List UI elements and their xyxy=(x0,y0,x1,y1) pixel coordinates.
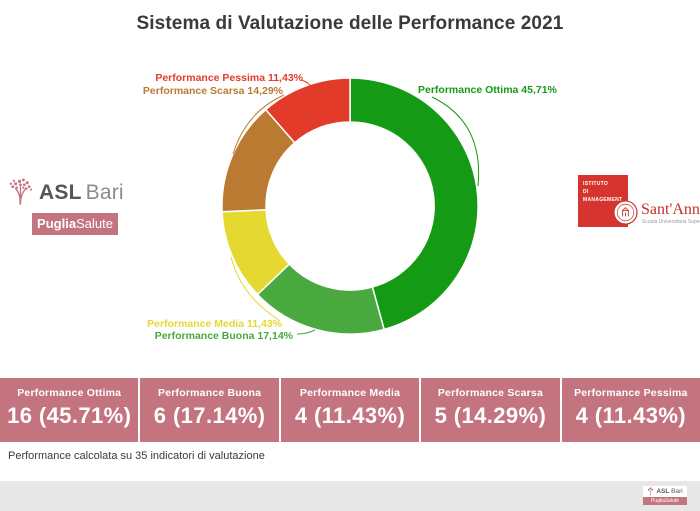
stat-label: Performance Buona xyxy=(158,387,262,399)
stat-label: Performance Ottima xyxy=(17,387,122,399)
stat-value: 5 (14.29%) xyxy=(434,403,547,428)
footer-note: Performance calcolata su 35 indicatori d… xyxy=(8,450,265,462)
footer-asl-bari-logo: ASL Bari PugliaSalute xyxy=(643,486,687,505)
stat-card-media: Performance Media 4 (11.43%) xyxy=(280,378,420,442)
callout-performance-buona: Performance Buona 17,14% xyxy=(154,330,293,342)
bottom-strip: ASL Bari PugliaSalute xyxy=(0,481,700,511)
olive-tree-icon xyxy=(8,176,33,210)
mini-asl-wordmark: ASL Bari xyxy=(656,488,683,495)
callout-performance-ottima: Performance Ottima 45,71% xyxy=(418,84,557,96)
stat-card-scarsa: Performance Scarsa 5 (14.29%) xyxy=(421,378,560,442)
stat-card-buona: Performance Buona 6 (17.14%) xyxy=(140,378,279,442)
stat-label: Performance Pessima xyxy=(574,387,688,399)
stat-value: 4 (11.43%) xyxy=(294,403,406,428)
stat-card-ottima: Performance Ottima 16 (45.71%) xyxy=(0,378,139,442)
donut-slice-performance-pessima[interactable] xyxy=(264,77,351,144)
puglia-salute-banner: PugliaSalute xyxy=(32,213,118,235)
callout-leader-line xyxy=(230,256,280,321)
donut-slice-performance-ottima[interactable] xyxy=(349,77,479,331)
stat-value: 4 (11.43%) xyxy=(575,403,687,428)
asl-bari-wordmark: ASL Bari xyxy=(39,181,124,204)
callout-performance-scarsa: Performance Scarsa 14,29% xyxy=(142,85,283,97)
page-title: Sistema di Valutazione delle Performance… xyxy=(136,13,564,34)
mini-puglia-salute-banner: PugliaSalute xyxy=(643,497,687,505)
mini-olive-tree-icon xyxy=(647,486,654,497)
stat-value: 16 (45.71%) xyxy=(7,403,132,428)
santanna-seal-icon xyxy=(613,200,638,230)
stat-value: 6 (17.14%) xyxy=(153,403,266,428)
santanna-wordmark: Sant'Anna xyxy=(641,201,700,218)
stat-label: Performance Media xyxy=(299,387,401,399)
asl-bari-logo: ASL Bari PugliaSalute xyxy=(8,176,126,235)
santanna-logo: ISTITUTO DI MANAGEMENT Sant'Anna Scuola … xyxy=(578,175,700,233)
callout-leader-line xyxy=(431,96,480,187)
callout-performance-pessima: Performance Pessima 11,43% xyxy=(155,72,303,84)
callout-leader-line xyxy=(232,94,285,155)
santanna-subtitle: Scuola Universitaria Superiore Pisa xyxy=(642,219,700,225)
callout-performance-media: Performance Media 11,43% xyxy=(147,318,282,330)
callout-leader-line xyxy=(296,329,316,335)
callout-leader-line xyxy=(300,79,313,89)
stats-row: Performance Ottima 16 (45.71%) Performan… xyxy=(0,378,700,442)
stat-label: Performance Scarsa xyxy=(437,387,543,399)
stat-card-pessima: Performance Pessima 4 (11.43%) xyxy=(561,378,700,442)
